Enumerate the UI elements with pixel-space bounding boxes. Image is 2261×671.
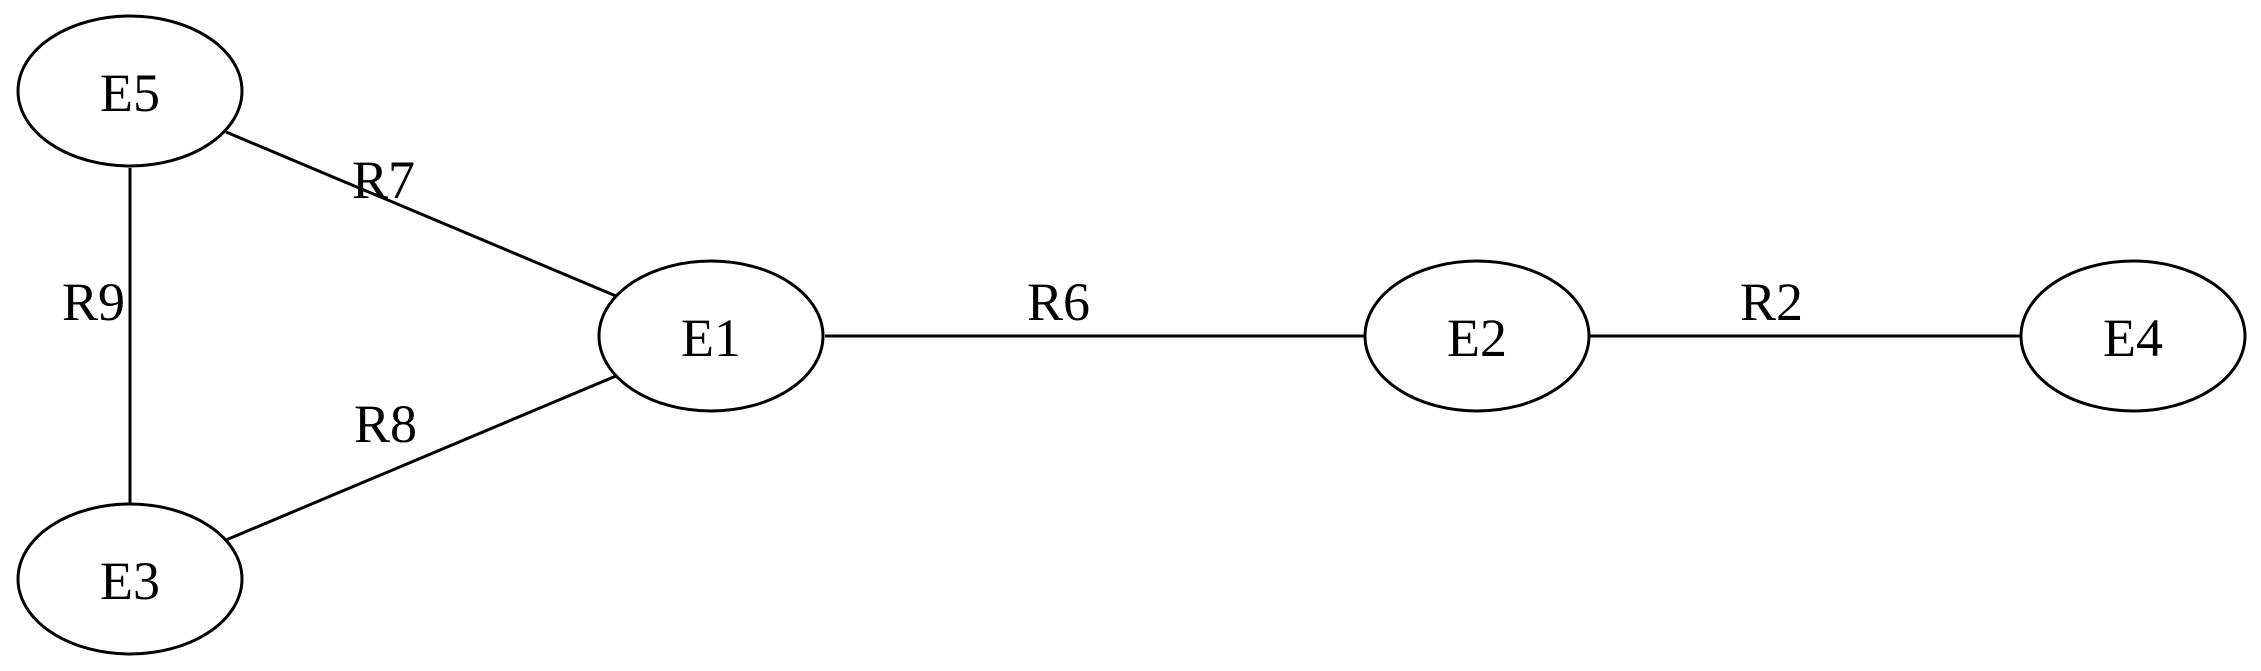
edges — [128, 130, 2020, 542]
node-e4-label: E4 — [2103, 308, 2163, 368]
edge-r7 — [225, 130, 617, 298]
edge-label-r6: R6 — [1027, 272, 1090, 332]
edge-label-r8: R8 — [354, 394, 417, 454]
node-e4-shape — [2019, 259, 2247, 413]
node-e2: E2 — [1363, 259, 1591, 413]
node-e3-shape — [16, 502, 244, 656]
edge-label-r9: R9 — [62, 272, 125, 332]
node-e1-label: E1 — [681, 308, 741, 368]
edge-label-r7: R7 — [352, 150, 415, 210]
node-e2-label: E2 — [1447, 308, 1507, 368]
node-e4: E4 — [2019, 259, 2247, 413]
node-e3-label: E3 — [100, 551, 160, 611]
node-e5-shape — [16, 14, 244, 168]
node-e5: E5 — [16, 14, 244, 168]
node-e1: E1 — [597, 259, 825, 413]
node-e5-label: E5 — [100, 63, 160, 123]
edge-label-r2: R2 — [1740, 272, 1803, 332]
node-e3: E3 — [16, 502, 244, 656]
node-e1-shape — [597, 259, 825, 413]
edge-r8 — [225, 374, 617, 542]
edge-labels: R7 R9 R8 R6 R2 — [62, 150, 1803, 454]
node-e2-shape — [1363, 259, 1591, 413]
